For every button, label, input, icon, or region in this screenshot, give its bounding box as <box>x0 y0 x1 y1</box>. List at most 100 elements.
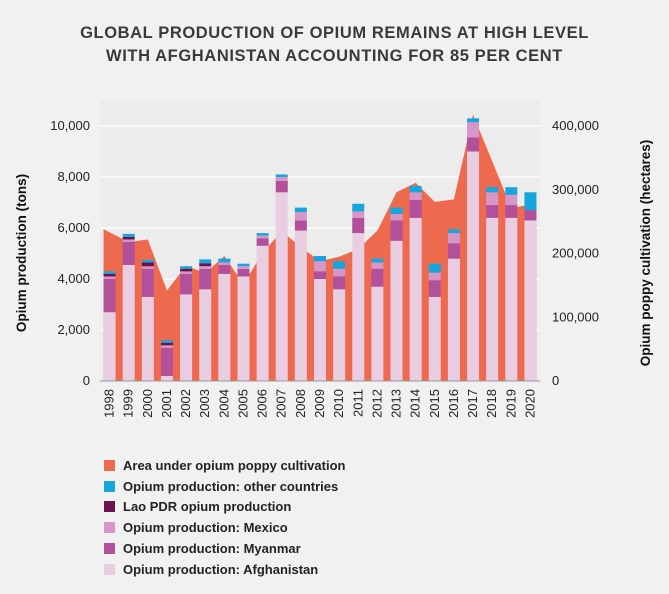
bar-opium-production-afghanistan-2019 <box>505 217 518 381</box>
x-tick-label: 1999 <box>121 389 136 418</box>
bar-opium-production-myanmar-2015 <box>428 280 441 297</box>
bar-opium-production-other-countries-2020 <box>524 192 537 211</box>
bar-opium-production-other-countries-2012 <box>371 258 384 263</box>
bar-opium-production-myanmar-2019 <box>505 205 518 218</box>
y-tick-label: 8,000 <box>57 169 90 184</box>
chart-title-line-1: GLOBAL PRODUCTION OF OPIUM REMAINS AT HI… <box>80 24 589 42</box>
x-tick-label: 2016 <box>446 389 461 418</box>
bar-opium-production-other-countries-2018 <box>486 187 499 193</box>
bar-opium-production-mexico-2009 <box>314 261 326 272</box>
bar-opium-production-mexico-2015 <box>428 272 441 281</box>
bar-opium-production-other-countries-2016 <box>447 229 460 234</box>
x-tick-label: 2015 <box>427 389 442 418</box>
bar-opium-production-mexico-1998 <box>103 276 116 279</box>
bar-opium-production-mexico-2018 <box>486 192 499 206</box>
bar-opium-production-mexico-2005 <box>237 266 250 269</box>
bar-opium-production-myanmar-2007 <box>275 180 288 193</box>
bar-lao-pdr-opium-production-1998 <box>103 273 116 277</box>
bar-opium-production-myanmar-2008 <box>294 220 307 231</box>
bar-lao-pdr-opium-production-2000 <box>141 262 154 267</box>
y-tick-label: 6,000 <box>57 220 90 235</box>
bar-opium-production-afghanistan-2005 <box>237 276 250 381</box>
bar-opium-production-afghanistan-2010 <box>333 289 346 381</box>
bar-opium-production-afghanistan-2014 <box>409 217 422 381</box>
x-tick-label: 2006 <box>255 389 270 418</box>
bar-opium-production-afghanistan-2020 <box>524 220 537 381</box>
bar-opium-production-other-countries-2007 <box>275 174 288 177</box>
bar-lao-pdr-opium-production-1999 <box>122 236 135 240</box>
legend-label: Opium production: Myanmar <box>123 541 301 557</box>
legend-item: Lao PDR opium production <box>104 497 345 518</box>
bar-opium-production-myanmar-2020 <box>524 210 537 221</box>
bar-opium-production-afghanistan-2017 <box>467 151 480 381</box>
x-tick-label: 2003 <box>197 389 212 418</box>
bar-opium-production-myanmar-2011 <box>352 217 365 234</box>
bar-opium-production-other-countries-2008 <box>294 207 307 213</box>
bar-opium-production-mexico-2014 <box>409 192 422 200</box>
bar-opium-production-myanmar-2009 <box>314 271 326 279</box>
bar-opium-production-myanmar-2001 <box>160 347 173 376</box>
bar-opium-production-afghanistan-1998 <box>103 312 116 381</box>
bar-opium-production-afghanistan-2004 <box>218 273 231 381</box>
bar-opium-production-other-countries-2019 <box>505 187 518 195</box>
bar-opium-production-other-countries-2014 <box>409 185 422 193</box>
x-tick-label: 2009 <box>312 389 327 418</box>
y2-tick-label: 0 <box>552 373 559 388</box>
x-tick-label: 2001 <box>159 389 174 418</box>
bar-opium-production-afghanistan-2018 <box>486 217 499 381</box>
bar-opium-production-afghanistan-2012 <box>371 286 384 381</box>
bar-opium-production-myanmar-2005 <box>237 268 250 277</box>
bar-opium-production-mexico-2001 <box>160 345 173 348</box>
bar-opium-production-myanmar-2013 <box>390 220 403 241</box>
legend-label: Opium production: Afghanistan <box>123 561 319 577</box>
bar-opium-production-other-countries-2003 <box>199 259 212 264</box>
legend-item: Area under opium poppy cultivation <box>104 455 345 476</box>
y-tick-label: 10,000 <box>50 118 90 133</box>
bar-opium-production-myanmar-2002 <box>180 273 193 295</box>
bar-opium-production-mexico-2011 <box>352 211 365 218</box>
bar-opium-production-afghanistan-2008 <box>294 230 307 381</box>
x-tick-label: 2018 <box>484 389 499 418</box>
bar-opium-production-afghanistan-2011 <box>352 233 365 381</box>
bar-opium-production-other-countries-2001 <box>160 340 173 343</box>
bar-opium-production-myanmar-2016 <box>447 243 460 259</box>
bar-opium-production-other-countries-2002 <box>180 266 193 269</box>
bar-lao-pdr-opium-production-2001 <box>160 342 173 346</box>
bar-opium-production-myanmar-1999 <box>122 242 135 265</box>
bar-opium-production-afghanistan-2016 <box>447 258 460 381</box>
bar-opium-production-mexico-2012 <box>371 262 384 269</box>
bar-opium-production-myanmar-2000 <box>141 268 154 297</box>
bar-opium-production-afghanistan-2007 <box>275 192 288 381</box>
x-tick-label: 2013 <box>389 389 404 418</box>
x-tick-label: 2007 <box>274 389 289 418</box>
chart-title: GLOBAL PRODUCTION OF OPIUM REMAINS AT HI… <box>0 22 669 68</box>
bar-opium-production-mexico-2004 <box>218 262 231 265</box>
bar-opium-production-other-countries-2004 <box>218 258 231 263</box>
bar-opium-production-mexico-2007 <box>275 177 288 181</box>
x-tick-label: 2004 <box>216 389 231 418</box>
legend-swatch <box>104 459 115 471</box>
y2-tick-label: 200,000 <box>552 246 599 261</box>
y2-axis-title: Opium poppy cultivation (hectares) <box>638 140 653 367</box>
bar-opium-production-other-countries-2009 <box>314 256 326 262</box>
legend-swatch <box>104 480 115 492</box>
bar-opium-production-other-countries-2017 <box>467 118 480 123</box>
y-tick-label: 0 <box>83 373 90 388</box>
legend-swatch <box>104 543 115 555</box>
bar-opium-production-myanmar-2017 <box>467 137 480 152</box>
bar-opium-production-mexico-2016 <box>447 233 460 244</box>
x-tick-label: 2008 <box>293 389 308 418</box>
legend-label: Opium production: Mexico <box>123 520 288 536</box>
bar-opium-production-myanmar-2003 <box>199 268 212 290</box>
bar-opium-production-afghanistan-2006 <box>256 245 269 381</box>
bar-opium-production-mexico-2010 <box>333 268 346 277</box>
bar-opium-production-myanmar-2004 <box>218 264 231 274</box>
bar-opium-production-afghanistan-2015 <box>428 296 441 381</box>
bar-opium-production-mexico-1999 <box>122 239 135 243</box>
x-tick-label: 2012 <box>369 389 384 418</box>
legend-item: Opium production: Mexico <box>104 517 345 538</box>
bar-opium-production-mexico-2002 <box>180 271 193 274</box>
bar-opium-production-mexico-2003 <box>199 266 212 269</box>
bar-opium-production-other-countries-2013 <box>390 207 403 214</box>
bar-opium-production-myanmar-2018 <box>486 205 499 218</box>
